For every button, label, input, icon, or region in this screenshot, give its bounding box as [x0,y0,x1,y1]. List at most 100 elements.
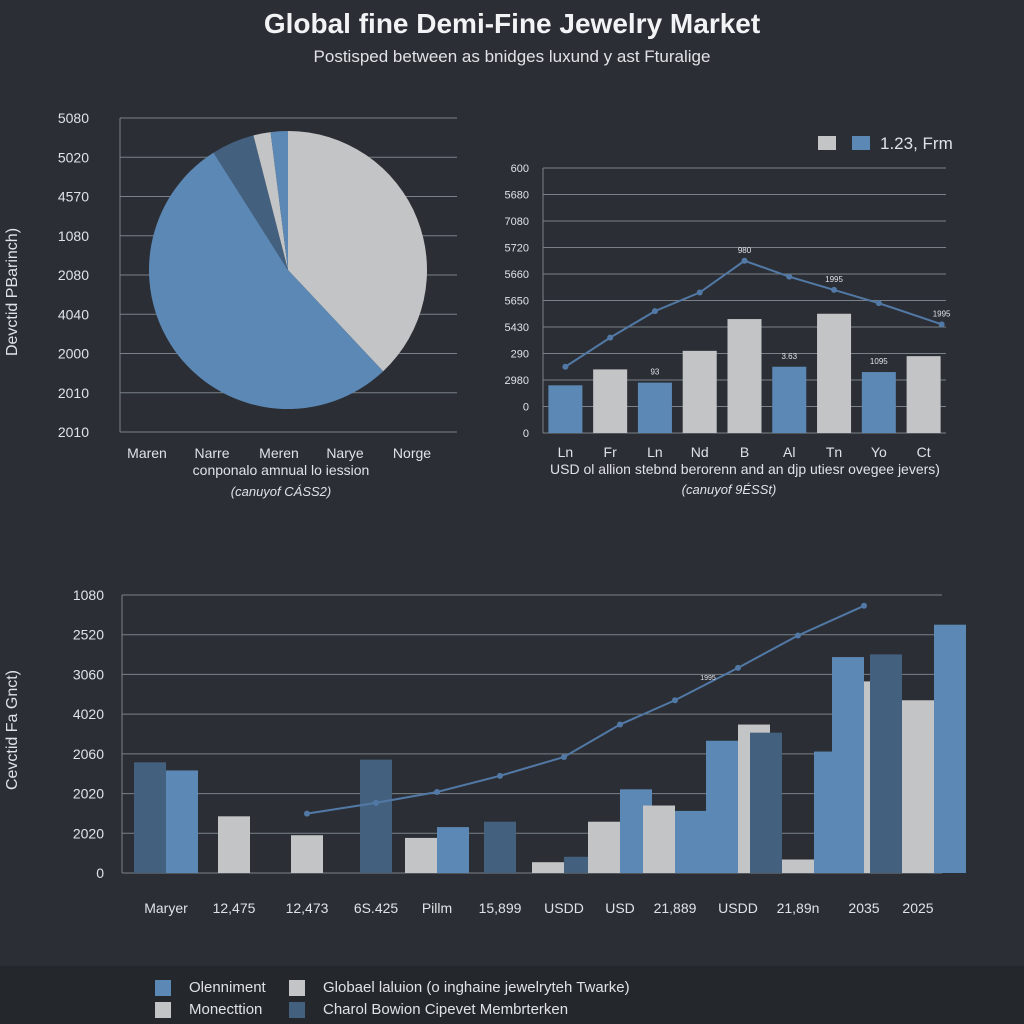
x-tick-label: Meren [259,445,299,461]
pie-slice [148,152,384,410]
x-tick-label: 6S.425 [354,900,399,916]
line-point [651,308,658,315]
line-point [434,789,440,796]
x-tick-label: 15,899 [479,900,522,916]
y-tick-label: 290 [511,349,529,361]
line-point [373,799,379,806]
charts-canvas: 5080 5020 4570 1080 2080 4040 2000 2010 2010 Devc… [4,110,966,916]
chart-title: Global fine Demi-Fine Jewelry Market [263,8,761,39]
x-tick-label: Yo [871,444,887,460]
bar [291,835,323,873]
y-tick-label: 5660 [505,269,529,281]
chart-subtitle: Postisped between as bnidges luxund y as… [313,47,711,66]
legend-label: Monecttion [189,1001,263,1018]
line-point [938,321,945,328]
x-tick-label: USDD [544,900,584,916]
pie-slice [288,131,427,372]
line-label: 1995 [933,309,951,318]
line-point [497,772,503,779]
bar [484,821,516,873]
y-tick-label: 2000 [58,346,89,362]
legend-label: Globael laluion (o inghaine jewelryteh T… [323,979,630,996]
data-label: 1995 [700,675,716,682]
y-tick-label: 4570 [58,189,89,205]
y-tick-label: 5680 [505,190,529,202]
y-tick-label: 2020 [73,786,104,802]
bar [772,366,807,433]
legend-swatch [852,136,870,150]
bar [588,821,620,873]
x-tick-label: Norge [393,445,431,461]
y-tick-label: 4040 [58,306,89,322]
bar [532,862,564,873]
bar [782,859,814,873]
x-tick-label: Fr [604,444,618,460]
bar [832,657,864,873]
line-point [795,632,801,639]
y-tick-label: 600 [511,163,529,175]
x-tick-label: 2035 [848,900,879,916]
y-tick-label: 2520 [73,627,104,643]
y-tick-label: 0 [523,428,529,440]
x-tick-label: Nd [691,444,709,460]
y-axis-label: Cevctid Fa Gnct) [4,670,21,790]
pie-slice [213,135,288,270]
bar [870,654,902,873]
pie-slice [270,131,288,270]
y-tick-label: 3060 [73,666,104,682]
x-axis-sublabel: (canuyof CÁSS2) [231,484,331,499]
x-tick-label: Ct [917,444,931,460]
series-line [306,604,865,815]
y-tick-label: 2010 [58,424,89,440]
y-tick-label: 2060 [73,746,104,762]
bar [750,732,782,873]
legend-swatch [818,136,836,150]
x-tick-label: Maryer [144,900,188,916]
line-label: 980 [738,246,752,255]
line-point [831,286,838,293]
bar [593,369,628,433]
legend-item: Olenniment [155,979,266,996]
x-tick-label: Pillm [422,900,452,916]
legend-item: Globael laluion (o inghaine jewelryteh T… [289,979,630,996]
legend-swatch [289,1001,305,1018]
y-axis-label: Devctid PBarinch) [4,228,21,356]
data-label: 1095 [870,357,888,366]
x-tick-label: Narye [326,445,364,461]
x-axis-sublabel: (canuyof 9ÉSSt) [682,482,777,497]
data-label: 93 [650,368,659,377]
bar [906,356,941,433]
y-tick-label: 5650 [505,296,529,308]
line-point [875,300,882,307]
pie-slice [253,132,288,270]
x-tick-label: Ln [647,444,663,460]
line-point [617,721,623,728]
line-point [607,334,614,341]
y-tick-label: 5080 [58,110,89,126]
y-tick-label: 2020 [73,825,104,841]
x-tick-label: 2025 [902,900,933,916]
line-point [735,664,741,671]
legend-item: Monecttion [155,1001,262,1018]
legend-label: 1.23, Frm [880,134,953,153]
y-tick-label: 1080 [58,228,89,244]
y-tick-label: 0 [96,865,104,881]
line-point [672,697,678,704]
y-tick-label: 1080 [73,587,104,603]
bar [134,762,166,873]
bar [902,700,934,873]
legend-label: Olenniment [189,979,266,996]
bar [437,827,469,873]
x-tick-label: Maren [127,445,167,461]
line-point [861,602,867,609]
bar [218,816,250,873]
line-point [696,289,703,296]
data-label: 3.63 [781,352,797,361]
bar [682,350,717,433]
line-label: 1995 [825,275,843,284]
y-tick-label: 2010 [58,385,89,401]
line-point [562,363,569,370]
legend-swatch [289,979,305,996]
y-tick-label: 0 [523,402,529,414]
x-tick-label: USD [605,900,635,916]
